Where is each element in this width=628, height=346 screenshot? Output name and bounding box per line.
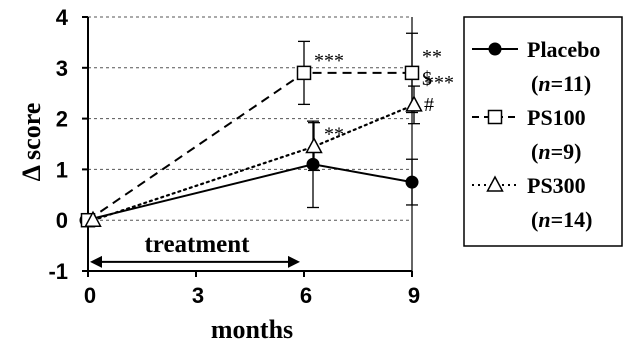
marker-placebo-9 <box>405 175 419 189</box>
y-tick-label-4: 4 <box>56 5 69 30</box>
legend-label-placebo: Placebo <box>527 37 600 62</box>
legend-n-placebo: (n=11) <box>531 71 591 96</box>
series-placebo <box>79 120 419 227</box>
legend-marker-ps100 <box>487 109 503 125</box>
significance-ps300-9-0: *** <box>424 72 454 94</box>
legend-marker-ps300 <box>486 175 504 192</box>
axis-titles: months Δ score <box>17 103 293 344</box>
series-line-ps100 <box>87 71 412 222</box>
legend-item-ps300: PS300 (n=14) <box>472 173 592 232</box>
y-axis-title: Δ score <box>17 103 46 182</box>
marker-ps100-6 <box>296 65 312 81</box>
x-tick-label-6: 6 <box>300 283 312 308</box>
legend-item-ps100: PS100 (n=9) <box>472 105 586 164</box>
y-tick-label-0: 0 <box>56 208 68 233</box>
legend-label-ps100: PS100 <box>527 105 586 130</box>
marker-ps300-6 <box>305 136 323 154</box>
series-line-placebo <box>85 163 413 222</box>
significance-ps300-6-0: ** <box>324 124 344 146</box>
legend-n-ps100: (n=9) <box>531 139 581 164</box>
y-tick-label-3: 3 <box>56 56 68 81</box>
treatment-arrow-head-left <box>90 255 102 268</box>
marker-ps300-0 <box>84 210 102 227</box>
significance-ps100-6-0: *** <box>314 50 344 72</box>
marker-ps100-9 <box>404 65 420 81</box>
data-series: *** **$*****# <box>79 32 454 228</box>
series-ps100: *** **$ <box>80 32 442 228</box>
series-ps300: *****# <box>84 72 454 227</box>
marker-placebo-6 <box>306 157 320 171</box>
legend-marker-placebo <box>488 42 502 56</box>
significance-ps100-9-1: $ <box>422 68 432 90</box>
treatment-arrow-head-right <box>288 255 300 268</box>
x-tick-label-3: 3 <box>192 283 204 308</box>
legend: Placebo (n=11) PS100 (n=9) PS300 (n=14) <box>463 16 623 247</box>
treatment-label: treatment <box>144 231 250 258</box>
tick-labels: 4 3 2 1 0 -1 0 3 6 9 <box>48 5 420 308</box>
treatment-annotation: treatment <box>90 231 300 268</box>
series-line-ps300 <box>91 103 416 222</box>
x-axis-title: months <box>211 315 293 344</box>
legend-n-ps300: (n=14) <box>531 207 592 232</box>
significance-ps300-9-1: # <box>424 94 434 116</box>
y-tick-label-1: 1 <box>56 157 68 182</box>
y-tick-label-2: 2 <box>56 107 68 132</box>
y-tick-label--1: -1 <box>48 259 68 284</box>
marker-ps300-9 <box>405 95 423 112</box>
x-tick-label-0: 0 <box>84 283 96 308</box>
legend-label-ps300: PS300 <box>527 173 586 198</box>
x-tick-label-9: 9 <box>408 283 420 308</box>
grid-lines <box>88 16 412 221</box>
legend-item-placebo: Placebo (n=11) <box>472 37 600 96</box>
significance-ps100-9-0: ** <box>422 46 442 68</box>
legend-box <box>463 16 623 247</box>
